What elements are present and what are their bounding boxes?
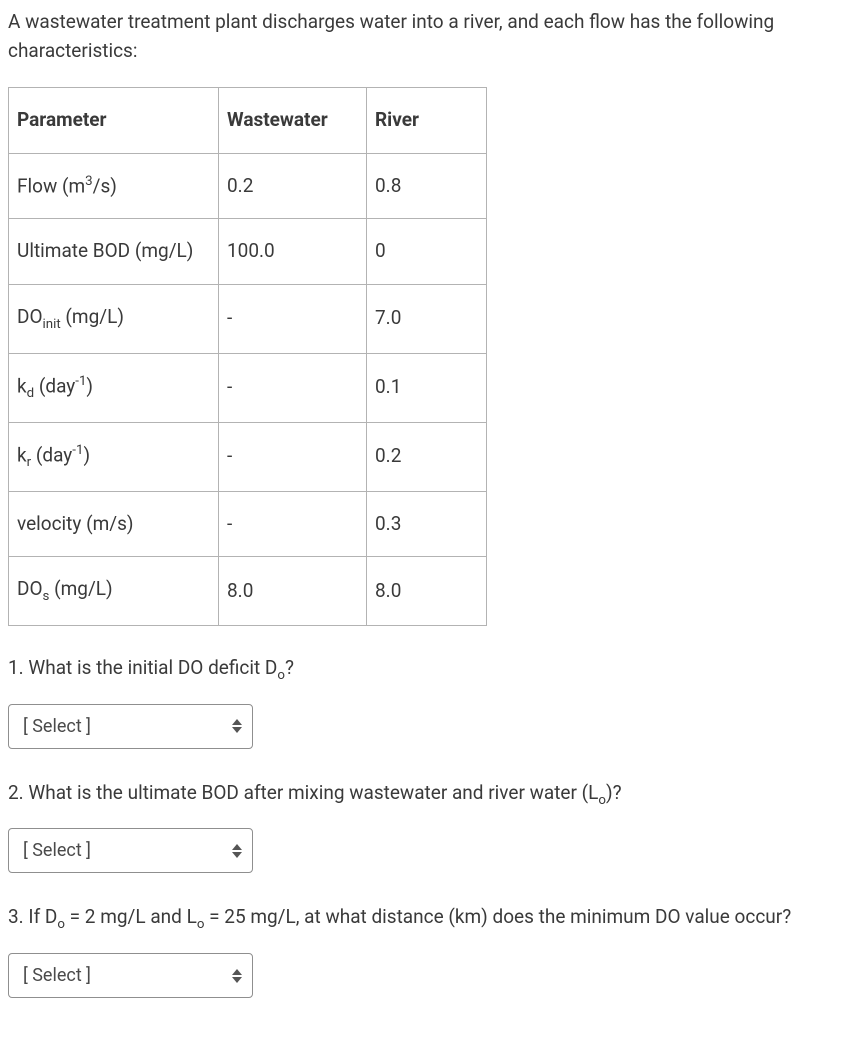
cell-ww: - — [219, 422, 367, 491]
select-placeholder: [ Select ] — [23, 713, 91, 740]
stepper-icon — [232, 969, 242, 983]
cell-ww: 0.2 — [219, 153, 367, 219]
question-3: 3. If Do = 2 mg/L and Lo = 25 mg/L, at w… — [8, 903, 850, 935]
select-placeholder: [ Select ] — [23, 837, 91, 864]
table-row: DOs (mg/L) 8.0 8.0 — [9, 557, 487, 626]
cell-ww: 100.0 — [219, 219, 367, 285]
cell-river: 7.0 — [367, 284, 487, 353]
intro-text: A wastewater treatment plant discharges … — [8, 8, 850, 65]
select-q2[interactable]: [ Select ] — [8, 828, 253, 873]
cell-ww: - — [219, 491, 367, 557]
stepper-icon — [232, 719, 242, 733]
cell-ww: - — [219, 353, 367, 422]
cell-river: 0.2 — [367, 422, 487, 491]
table-row: kd (day-1) - 0.1 — [9, 353, 487, 422]
cell-param: DOinit (mg/L) — [9, 284, 219, 353]
header-river: River — [367, 88, 487, 154]
cell-river: 0.1 — [367, 353, 487, 422]
cell-param: Ultimate BOD (mg/L) — [9, 219, 219, 285]
cell-param: kd (day-1) — [9, 353, 219, 422]
table-row: kr (day-1) - 0.2 — [9, 422, 487, 491]
cell-param: velocity (m/s) — [9, 491, 219, 557]
question-1: 1. What is the initial DO deficit Do? — [8, 654, 850, 686]
cell-river: 0 — [367, 219, 487, 285]
cell-param: kr (day-1) — [9, 422, 219, 491]
question-2: 2. What is the ultimate BOD after mixing… — [8, 779, 850, 811]
table-row: velocity (m/s) - 0.3 — [9, 491, 487, 557]
cell-river: 8.0 — [367, 557, 487, 626]
table-row: Flow (m3/s) 0.2 0.8 — [9, 153, 487, 219]
table-row: Ultimate BOD (mg/L) 100.0 0 — [9, 219, 487, 285]
select-q3[interactable]: [ Select ] — [8, 953, 253, 998]
stepper-icon — [232, 844, 242, 858]
cell-river: 0.3 — [367, 491, 487, 557]
header-wastewater: Wastewater — [219, 88, 367, 154]
cell-river: 0.8 — [367, 153, 487, 219]
cell-param: DOs (mg/L) — [9, 557, 219, 626]
select-q1[interactable]: [ Select ] — [8, 704, 253, 749]
table-header-row: Parameter Wastewater River — [9, 88, 487, 154]
cell-ww: 8.0 — [219, 557, 367, 626]
parameters-table: Parameter Wastewater River Flow (m3/s) 0… — [8, 87, 487, 626]
table-row: DOinit (mg/L) - 7.0 — [9, 284, 487, 353]
cell-param: Flow (m3/s) — [9, 153, 219, 219]
select-placeholder: [ Select ] — [23, 962, 91, 989]
header-parameter: Parameter — [9, 88, 219, 154]
cell-ww: - — [219, 284, 367, 353]
